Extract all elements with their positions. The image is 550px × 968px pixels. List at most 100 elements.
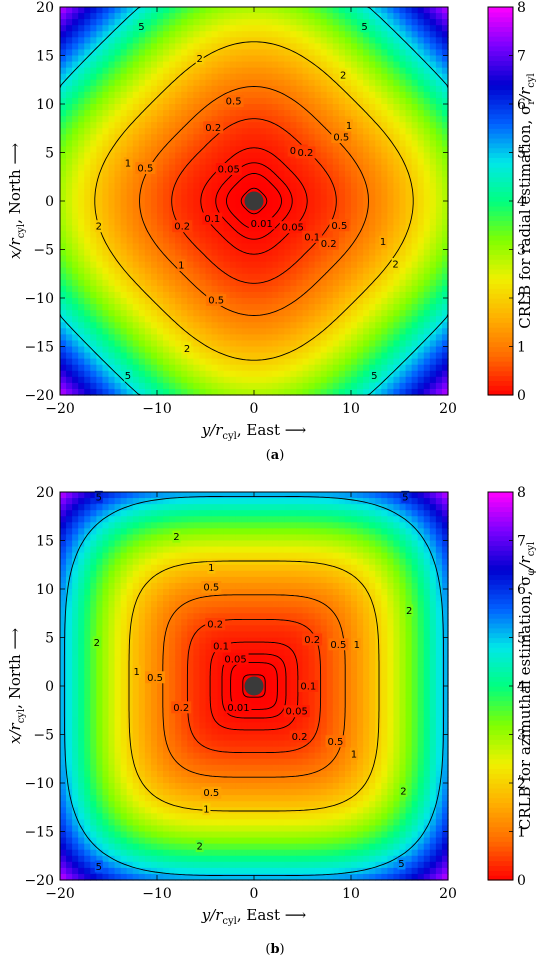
heatmap-cell [96, 340, 103, 347]
heatmap-cell [266, 19, 273, 26]
contour-label: 0.5 [226, 97, 242, 108]
heatmap-cell [139, 134, 146, 141]
heatmap-cell [369, 140, 376, 147]
heatmap-cell [60, 268, 67, 275]
heatmap-cell [60, 183, 67, 190]
heatmap-cell [115, 595, 122, 602]
heatmap-cell [139, 292, 146, 299]
heatmap-cell [78, 68, 85, 75]
heatmap-cell [327, 353, 334, 360]
heatmap-cell [400, 219, 407, 226]
colorbar-segment [488, 85, 513, 90]
heatmap-cell [60, 256, 67, 263]
heatmap-cell [266, 316, 273, 323]
heatmap-cell [327, 207, 334, 214]
heatmap-cell [424, 322, 431, 329]
heatmap-cell [127, 322, 134, 329]
heatmap-cell [66, 347, 73, 354]
heatmap-cell [109, 328, 116, 335]
heatmap-cell [278, 134, 285, 141]
heatmap-cell [375, 140, 382, 147]
heatmap-cell [84, 237, 91, 244]
heatmap-cell [375, 219, 382, 226]
heatmap-cell [363, 207, 370, 214]
heatmap-cell [387, 377, 394, 384]
heatmap-cell [96, 56, 103, 63]
heatmap-cell [102, 589, 109, 596]
heatmap-cell [230, 140, 237, 147]
heatmap-cell [387, 110, 394, 117]
heatmap-cell [242, 334, 249, 341]
heatmap-cell [363, 383, 370, 390]
heatmap-cell [121, 698, 128, 705]
heatmap-cell [121, 722, 128, 729]
heatmap-cell [309, 207, 316, 214]
heatmap-cell [260, 371, 267, 378]
heatmap-cell [381, 13, 388, 20]
heatmap-cell [290, 213, 297, 220]
heatmap-cell [127, 225, 134, 232]
heatmap-cell [242, 68, 249, 75]
heatmap-cell [230, 371, 237, 378]
heatmap-cell [133, 377, 140, 384]
heatmap-cell [102, 316, 109, 323]
heatmap-cell [224, 140, 231, 147]
heatmap-cell [96, 243, 103, 250]
heatmap-cell [163, 213, 170, 220]
heatmap-cell [333, 268, 340, 275]
heatmap-cell [193, 250, 200, 257]
heatmap-cell [175, 286, 182, 293]
contour-label: 5 [371, 371, 377, 382]
heatmap-cell [406, 316, 413, 323]
heatmap-cell [66, 819, 73, 826]
heatmap-cell [400, 365, 407, 372]
heatmap-cell [369, 256, 376, 263]
heatmap-cell [90, 159, 97, 166]
heatmap-cell [387, 280, 394, 287]
heatmap-cell [278, 256, 285, 263]
heatmap-cell [133, 140, 140, 147]
heatmap-cell [193, 268, 200, 275]
heatmap-cell [400, 68, 407, 75]
heatmap-cell [381, 262, 388, 269]
heatmap-cell [387, 347, 394, 354]
heatmap-cell [206, 140, 213, 147]
heatmap-cell [60, 541, 67, 548]
heatmap-cell [109, 668, 116, 675]
heatmap-cell [115, 359, 122, 366]
heatmap-cell [418, 43, 425, 50]
colorbar-segment [488, 317, 513, 322]
heatmap-cell [127, 134, 134, 141]
heatmap-cell [418, 7, 425, 14]
heatmap-cell [145, 340, 152, 347]
heatmap-cell [66, 571, 73, 578]
heatmap-cell [412, 377, 419, 384]
heatmap-cell [109, 280, 116, 287]
heatmap-cell [412, 86, 419, 93]
heatmap-cell [363, 86, 370, 93]
heatmap-cell [309, 262, 316, 269]
heatmap-cell [309, 189, 316, 196]
colorbar-segment [488, 172, 513, 177]
heatmap-cell [139, 262, 146, 269]
heatmap-cell [363, 359, 370, 366]
heatmap-cell [78, 868, 85, 875]
heatmap-cell [260, 322, 267, 329]
heatmap-cell [72, 832, 79, 839]
heatmap-cell [369, 213, 376, 220]
heatmap-cell [381, 31, 388, 38]
y-tick-label: 10 [36, 97, 54, 113]
heatmap-cell [230, 328, 237, 335]
heatmap-cell [84, 292, 91, 299]
heatmap-cell [296, 322, 303, 329]
heatmap-cell [272, 165, 279, 172]
heatmap-cell [375, 80, 382, 87]
heatmap-cell [321, 86, 328, 93]
heatmap-cell [187, 243, 194, 250]
heatmap-cell [187, 110, 194, 117]
heatmap-cell [363, 310, 370, 317]
heatmap-cell [151, 56, 158, 63]
heatmap-cell [102, 262, 109, 269]
heatmap-cell [66, 638, 73, 645]
heatmap-cell [375, 292, 382, 299]
